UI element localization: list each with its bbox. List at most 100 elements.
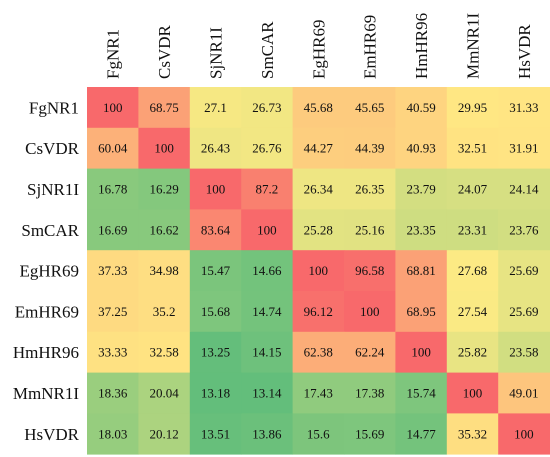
- row-label: FgNR1: [29, 98, 79, 117]
- heatmap-cell-HmHR96-HsVDR: [498, 331, 550, 373]
- row-label: HmHR96: [13, 343, 79, 362]
- cell-value-label: 44.27: [304, 141, 334, 156]
- heatmap-cell-MmNR1I-SjNR1I: [189, 372, 242, 414]
- heatmap-cell-FgNR1-MmNR1I: [446, 87, 499, 129]
- heatmap-cell-MmNR1I-HsVDR: [498, 372, 550, 414]
- cell-value-label: 16.29: [149, 182, 178, 197]
- cell-value-label: 33.33: [98, 345, 127, 360]
- heatmap-cell-MmNR1I-HmHR96: [395, 372, 448, 414]
- heatmap-cell-HmHR96-SjNR1I: [189, 331, 242, 373]
- heatmap-cell-SmCAR-HmHR96: [395, 209, 448, 251]
- heatmap-cell-SmCAR-HsVDR: [498, 209, 550, 251]
- heatmap-cell-FgNR1-EgHR69: [292, 87, 345, 129]
- heatmap-cell-EgHR69-CsVDR: [138, 250, 191, 292]
- cell-value-label: 29.95: [458, 100, 487, 115]
- cell-value-label: 15.6: [307, 426, 330, 441]
- heatmap-cell-HmHR96-CsVDR: [138, 331, 191, 373]
- heatmap-cell-EmHR69-HmHR96: [395, 291, 448, 333]
- heatmap-cell-SmCAR-SmCAR: [241, 209, 293, 251]
- cell-value-label: 100: [154, 141, 174, 156]
- heatmap-cell-SmCAR-MmNR1I: [446, 209, 499, 251]
- heatmap-cell-HsVDR-EmHR69: [344, 413, 396, 455]
- row-label: CsVDR: [25, 139, 80, 158]
- heatmap-cell-FgNR1-SjNR1I: [189, 87, 242, 129]
- heatmap-cell-SmCAR-EgHR69: [292, 209, 345, 251]
- cell-value-label: 18.03: [98, 426, 127, 441]
- heatmap-cell-HmHR96-EgHR69: [292, 331, 345, 373]
- column-label: HsVDR: [515, 24, 534, 79]
- cell-value-label: 14.66: [252, 263, 282, 278]
- column-label: EmHR69: [361, 15, 380, 79]
- row-label: MmNR1I: [13, 384, 79, 403]
- cell-value-label: 35.32: [458, 426, 487, 441]
- cell-value-label: 23.79: [406, 182, 435, 197]
- column-label: MmNR1I: [464, 13, 483, 79]
- cell-value-label: 96.12: [304, 304, 333, 319]
- cell-value-label: 100: [411, 345, 431, 360]
- heatmap-cell-SmCAR-FgNR1: [87, 209, 139, 251]
- heatmap-cell-EgHR69-HmHR96: [395, 250, 448, 292]
- heatmap-cell-EmHR69-HsVDR: [498, 291, 550, 333]
- heatmap-cell-EgHR69-HsVDR: [498, 250, 550, 292]
- heatmap-cell-HsVDR-SmCAR: [241, 413, 293, 455]
- cell-value-label: 16.62: [149, 222, 178, 237]
- heatmap-cell-HsVDR-HsVDR: [498, 413, 550, 455]
- heatmap-cell-HsVDR-EgHR69: [292, 413, 345, 455]
- cell-value-label: 31.33: [509, 100, 538, 115]
- heatmap-cell-EmHR69-SjNR1I: [189, 291, 242, 333]
- heatmap-cell-SjNR1I-EmHR69: [344, 168, 396, 210]
- cell-value-label: 60.04: [98, 141, 128, 156]
- cell-value-label: 15.68: [201, 304, 230, 319]
- cell-value-label: 20.12: [149, 426, 178, 441]
- heatmap-cell-MmNR1I-EgHR69: [292, 372, 345, 414]
- cell-value-label: 13.51: [201, 426, 230, 441]
- heatmap-cell-CsVDR-HmHR96: [395, 127, 448, 169]
- cell-value-label: 27.54: [458, 304, 488, 319]
- cell-value-label: 34.98: [149, 263, 178, 278]
- heatmap-cell-CsVDR-EgHR69: [292, 127, 345, 169]
- cell-value-label: 40.93: [406, 141, 435, 156]
- heatmap-cell-MmNR1I-FgNR1: [87, 372, 139, 414]
- cell-value-label: 62.38: [304, 345, 333, 360]
- heatmap-cell-FgNR1-SmCAR: [241, 87, 293, 129]
- cell-value-label: 23.58: [509, 345, 538, 360]
- heatmap-cell-HmHR96-HmHR96: [395, 331, 448, 373]
- column-label: SmCAR: [258, 21, 277, 79]
- cell-value-label: 35.2: [153, 304, 176, 319]
- cell-value-label: 15.69: [355, 426, 384, 441]
- cell-value-label: 24.07: [458, 182, 488, 197]
- heatmap-cell-HsVDR-MmNR1I: [446, 413, 499, 455]
- cell-value-label: 100: [257, 222, 277, 237]
- row-label: EgHR69: [20, 262, 80, 281]
- cell-value-label: 26.34: [304, 182, 334, 197]
- heatmap-cell-SjNR1I-SmCAR: [241, 168, 293, 210]
- heatmap-cell-CsVDR-MmNR1I: [446, 127, 499, 169]
- heatmap-cell-CsVDR-SmCAR: [241, 127, 293, 169]
- heatmap-cell-EgHR69-SmCAR: [241, 250, 293, 292]
- heatmap-cell-HsVDR-FgNR1: [87, 413, 139, 455]
- cell-value-label: 27.68: [458, 263, 487, 278]
- heatmap-cell-FgNR1-HsVDR: [498, 87, 550, 129]
- heatmap-cell-CsVDR-SjNR1I: [189, 127, 242, 169]
- column-label: SjNR1I: [207, 27, 226, 79]
- cell-value-label: 20.04: [149, 386, 179, 401]
- cell-value-label: 14.74: [252, 304, 282, 319]
- cell-value-label: 25.69: [509, 304, 538, 319]
- cell-value-label: 44.39: [355, 141, 384, 156]
- heatmap-cell-FgNR1-EmHR69: [344, 87, 396, 129]
- heatmap-cell-SjNR1I-MmNR1I: [446, 168, 499, 210]
- row-label: SjNR1I: [27, 180, 79, 199]
- heatmap-cell-SmCAR-CsVDR: [138, 209, 191, 251]
- column-label: CsVDR: [155, 24, 174, 79]
- row-labels: FgNR1 CsVDR SjNR1I SmCAR EgHR69 EmHR69 HmHR96 M…: [13, 98, 80, 443]
- cell-value-label: 37.25: [98, 304, 127, 319]
- cell-value-label: 100: [514, 426, 534, 441]
- heatmap-cell-SmCAR-SjNR1I: [189, 209, 242, 251]
- heatmap-cell-HmHR96-SmCAR: [241, 331, 293, 373]
- cell-value-label: 23.35: [406, 222, 435, 237]
- cell-value-label: 25.28: [304, 222, 333, 237]
- heatmap-cell-EgHR69-SjNR1I: [189, 250, 242, 292]
- heatmap-cell-HsVDR-SjNR1I: [189, 413, 242, 455]
- cell-value-label: 68.95: [406, 304, 435, 319]
- cell-value-label: 100: [463, 386, 483, 401]
